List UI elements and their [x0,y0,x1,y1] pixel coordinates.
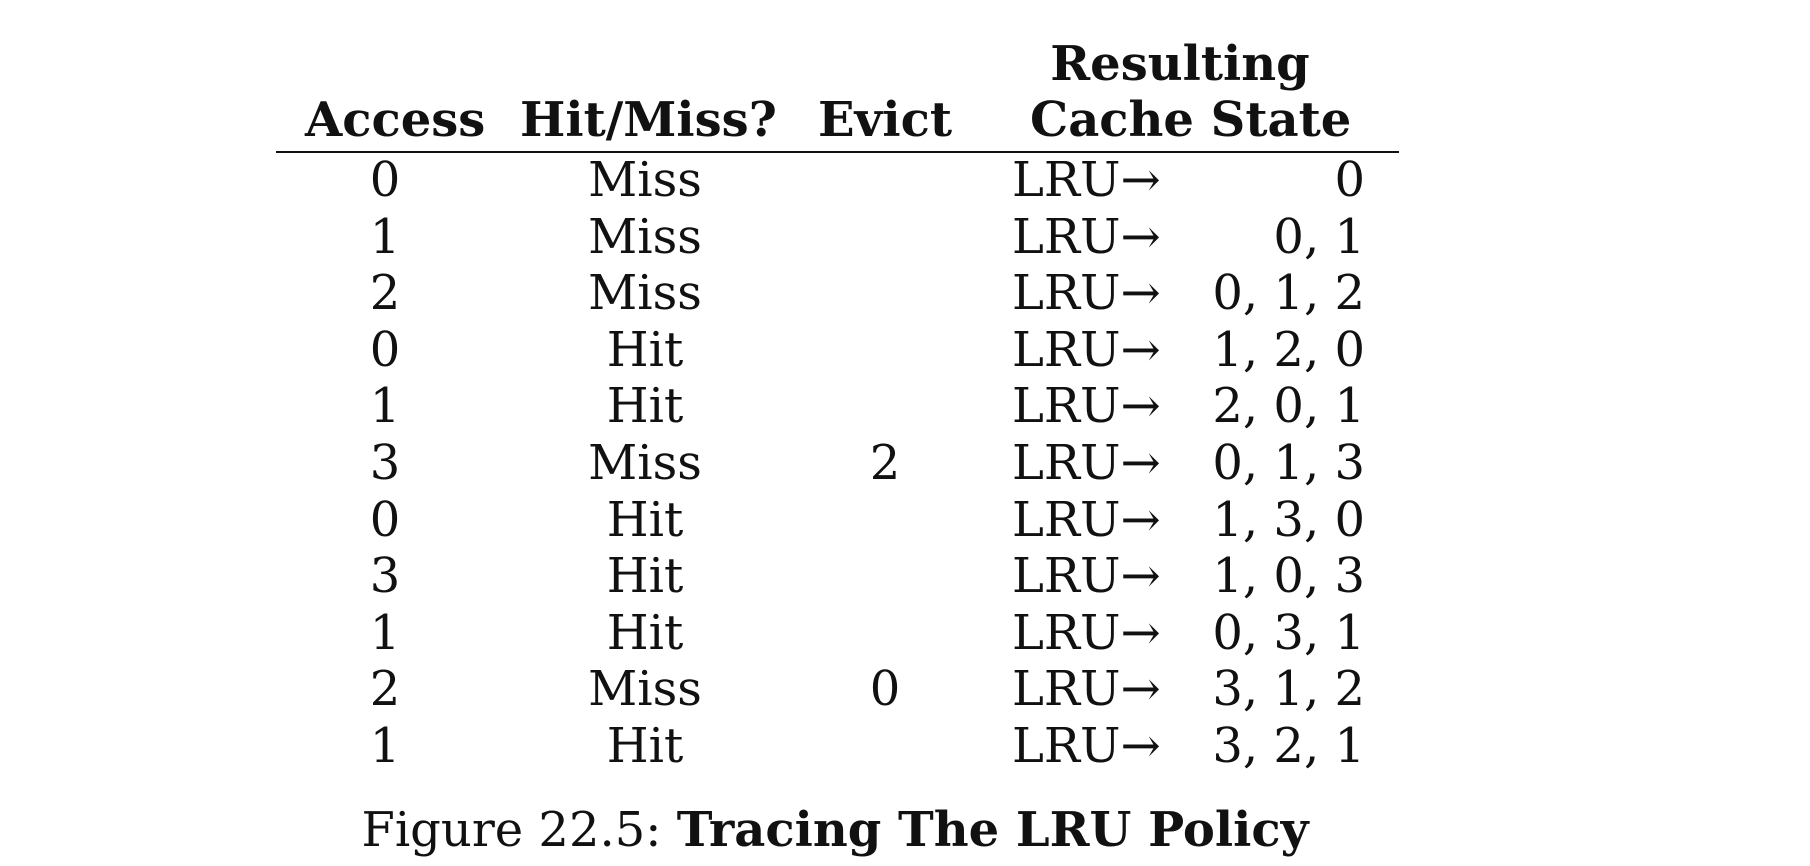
hit-miss-cell: Hit [606,378,684,435]
hit-miss-cell: Hit [606,491,684,548]
header-evict: Evict [817,92,953,148]
figure-caption: Figure 22.5: Tracing The LRU Policy [0,800,1670,860]
cache-state-cell: 3, 2, 1 [1212,717,1365,774]
table-row: 1 Miss LRU→ 0, 1 [0,209,1810,266]
lru-label: LRU→ [1012,717,1161,774]
table-row: 3 Hit LRU→ 1, 0, 3 [0,548,1810,605]
lru-label: LRU→ [1012,661,1161,718]
access-cell: 0 [369,152,401,208]
cache-state-cell: 0, 3, 1 [1212,604,1365,661]
hit-miss-cell: Hit [606,548,684,605]
hit-miss-cell: Hit [606,604,684,661]
hit-miss-cell: Hit [606,717,684,774]
header-cache-state-line2: Cache State [1030,92,1352,148]
lru-label: LRU→ [1012,152,1161,208]
lru-label: LRU→ [1012,491,1161,548]
header-rule [276,151,1399,153]
table-row: 1 Hit LRU→ 0, 3, 1 [0,605,1810,662]
access-cell: 1 [369,717,401,774]
cache-state-cell: 2, 0, 1 [1212,378,1365,435]
lru-label: LRU→ [1012,548,1161,605]
lru-label: LRU→ [1012,208,1161,265]
hit-miss-cell: Miss [588,265,702,322]
access-cell: 3 [369,434,401,491]
access-cell: 0 [369,321,401,378]
hit-miss-cell: Hit [606,321,684,378]
table-row: 1 Hit LRU→ 2, 0, 1 [0,378,1810,435]
table-row: 2 Miss 0 LRU→ 3, 1, 2 [0,661,1810,718]
evict-cell: 0 [869,661,901,718]
cache-state-cell: 1, 3, 0 [1212,491,1365,548]
hit-miss-cell: Miss [588,152,702,208]
cache-state-cell: 0 [1334,152,1365,208]
header-access: Access [305,92,486,148]
cache-state-cell: 1, 2, 0 [1212,321,1365,378]
hit-miss-cell: Miss [588,434,702,491]
cache-state-cell: 0, 1 [1273,208,1365,265]
header-cache-state-line1: Resulting [1050,36,1310,92]
lru-label: LRU→ [1012,434,1161,491]
table-row: 3 Miss 2 LRU→ 0, 1, 3 [0,435,1810,492]
header-hit-miss: Hit/Miss? [520,92,777,148]
table-row: 0 Hit LRU→ 1, 3, 0 [0,492,1810,549]
evict-cell: 2 [869,434,901,491]
hit-miss-cell: Miss [588,208,702,265]
caption-title: Tracing The LRU Policy [676,802,1309,858]
table-row: 0 Miss LRU→ 0 [0,152,1810,209]
access-cell: 1 [369,604,401,661]
cache-state-cell: 0, 1, 2 [1212,265,1365,322]
access-cell: 2 [369,661,401,718]
table-row: 0 Hit LRU→ 1, 2, 0 [0,322,1810,379]
lru-label: LRU→ [1012,321,1161,378]
cache-state-cell: 0, 1, 3 [1212,434,1365,491]
cache-state-cell: 3, 1, 2 [1212,661,1365,718]
access-cell: 0 [369,491,401,548]
access-cell: 2 [369,265,401,322]
caption-number: Figure 22.5: [361,802,662,858]
access-cell: 1 [369,378,401,435]
cache-state-cell: 1, 0, 3 [1212,548,1365,605]
lru-label: LRU→ [1012,378,1161,435]
lru-label: LRU→ [1012,265,1161,322]
access-cell: 1 [369,208,401,265]
lru-label: LRU→ [1012,604,1161,661]
access-cell: 3 [369,548,401,605]
table-row: 1 Hit LRU→ 3, 2, 1 [0,718,1810,775]
hit-miss-cell: Miss [588,661,702,718]
table-row: 2 Miss LRU→ 0, 1, 2 [0,265,1810,322]
